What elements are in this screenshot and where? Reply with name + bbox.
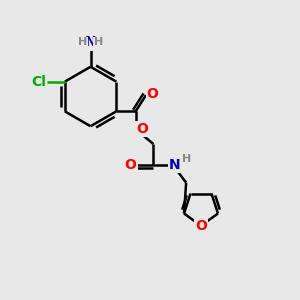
Text: O: O xyxy=(195,219,207,233)
Text: N: N xyxy=(85,35,96,50)
Text: Cl: Cl xyxy=(31,75,46,88)
Text: N: N xyxy=(169,158,181,172)
Text: H: H xyxy=(182,154,191,164)
Text: O: O xyxy=(147,86,158,100)
Text: O: O xyxy=(136,122,148,136)
Text: O: O xyxy=(124,158,136,172)
Text: H: H xyxy=(94,38,104,47)
Text: H: H xyxy=(78,38,87,47)
